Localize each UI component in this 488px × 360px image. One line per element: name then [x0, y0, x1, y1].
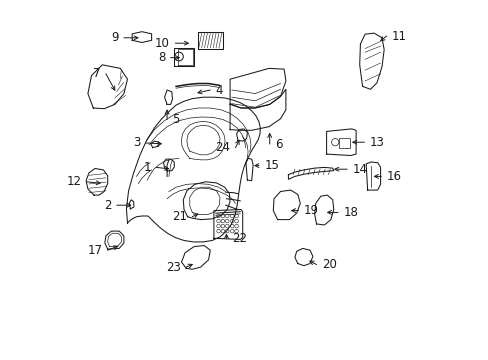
Text: 6: 6: [275, 138, 282, 150]
Text: 2: 2: [103, 199, 111, 212]
Text: 24: 24: [215, 141, 230, 154]
Text: 20: 20: [321, 258, 336, 271]
Text: 11: 11: [391, 30, 407, 42]
Text: 14: 14: [352, 163, 367, 176]
Text: 5: 5: [172, 113, 180, 126]
Text: 23: 23: [165, 261, 181, 274]
Text: 13: 13: [369, 136, 384, 149]
Text: 12: 12: [66, 175, 81, 188]
Text: 3: 3: [132, 136, 140, 149]
Text: 17: 17: [87, 244, 102, 257]
Text: 18: 18: [343, 206, 358, 219]
Text: 4: 4: [215, 84, 223, 96]
Text: 22: 22: [231, 232, 246, 245]
Text: 15: 15: [264, 159, 279, 172]
Text: 9: 9: [111, 31, 118, 44]
Bar: [338, 138, 349, 148]
Text: 8: 8: [158, 51, 165, 64]
Text: 21: 21: [172, 210, 186, 223]
Text: 7: 7: [93, 67, 101, 80]
Text: 19: 19: [303, 204, 318, 217]
Text: 1: 1: [143, 161, 151, 174]
Text: 10: 10: [155, 37, 170, 50]
Text: 16: 16: [386, 170, 401, 183]
